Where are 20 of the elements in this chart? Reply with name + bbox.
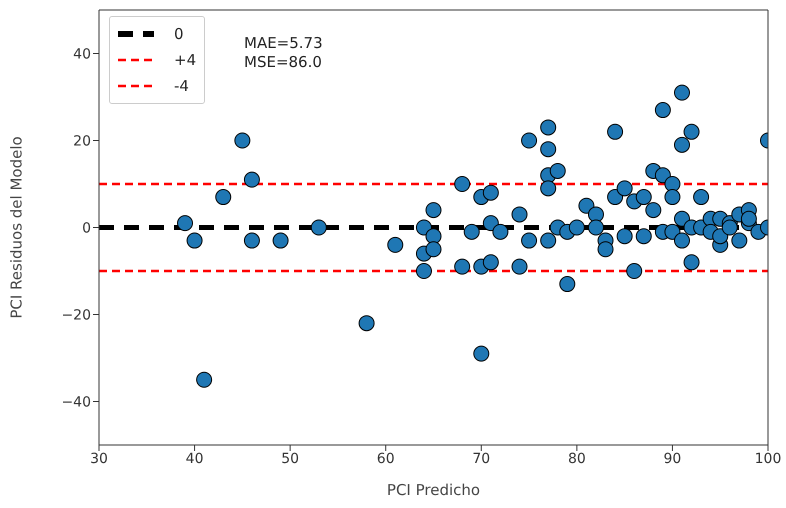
y-tick-label: 0 xyxy=(82,220,91,236)
x-tick-label: 30 xyxy=(90,450,108,467)
y-tick-label: 20 xyxy=(73,133,91,150)
annotation: MAE=5.73 xyxy=(244,34,323,53)
y-tick-label: 40 xyxy=(73,46,91,62)
x-tick-label: 80 xyxy=(568,450,586,467)
x-tick-label: 60 xyxy=(376,450,395,467)
annotation: MSE=86.0 xyxy=(244,53,323,72)
legend-label: 0 xyxy=(174,25,184,43)
legend-label: +4 xyxy=(174,51,196,69)
x-tick-label: 50 xyxy=(281,450,300,467)
x-tick-label: 90 xyxy=(664,450,682,467)
x-tick-label: 100 xyxy=(754,450,782,467)
x-axis-title: PCI Predicho xyxy=(386,481,480,499)
legend-label: -4 xyxy=(174,77,189,95)
x-tick-label: 70 xyxy=(472,450,490,467)
y-tick-label: −20 xyxy=(61,307,91,324)
y-tick-label: −40 xyxy=(61,394,91,410)
y-axis-title: PCI Residuos del Modelo xyxy=(7,136,26,319)
x-tick-label: 40 xyxy=(186,450,204,467)
